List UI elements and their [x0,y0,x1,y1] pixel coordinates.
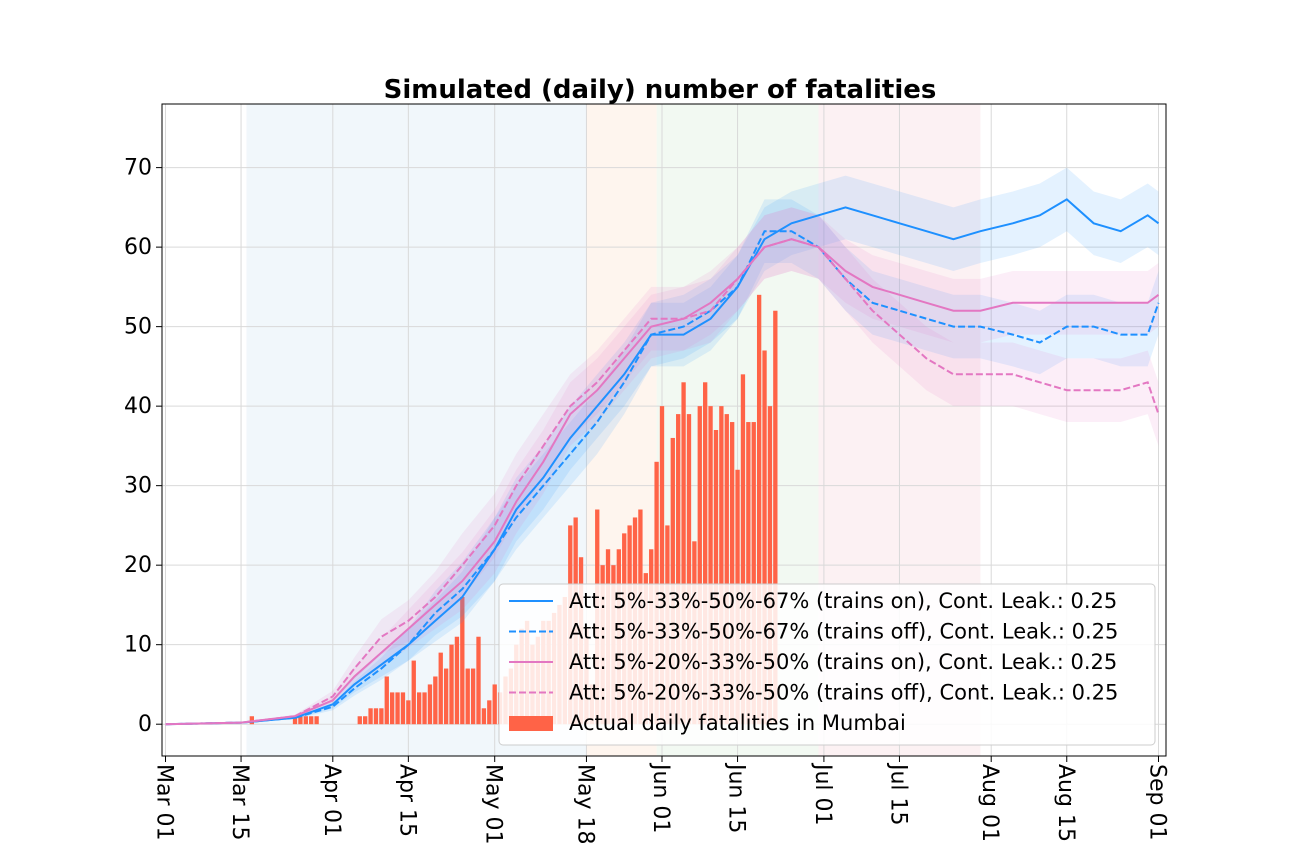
bar [449,644,454,725]
bar [724,414,729,725]
y-tick-label: 0 [138,712,152,737]
bar [422,692,427,725]
legend-label: Actual daily fatalities in Mumbai [569,711,906,735]
y-tick-label: 60 [124,235,152,260]
bar [746,422,751,725]
x-tick-label: May 18 [572,764,597,844]
bar [767,406,773,725]
bar [756,294,762,725]
y-tick-label: 30 [124,474,152,499]
x-tick-label: Apr 15 [394,764,419,837]
x-tick-label: Apr 01 [319,764,344,837]
bar [368,708,373,725]
y-tick-label: 40 [124,394,152,419]
bar [357,716,362,725]
bar [670,437,675,725]
x-tick-label: Jun 15 [724,762,749,833]
bar [395,692,400,725]
bar [373,708,379,725]
bar [384,676,389,725]
plot-frame [161,103,1167,757]
series-line [165,238,1160,726]
bar [416,692,422,725]
legend: Att: 5%-33%-50%-67% (trains on), Cont. L… [498,583,1156,746]
y-tick-label: 20 [124,553,152,578]
y-tick-label: 50 [124,315,152,340]
bar [681,382,686,725]
bar [309,716,314,725]
bar [249,716,255,725]
x-tick-label: May 01 [481,764,506,844]
simulation-lines [165,198,1160,726]
bar [427,684,433,725]
series-line [165,238,1160,726]
x-tick-label: Jun 01 [648,762,673,833]
y-axis-ticks: 0 10 20 30 40 50 60 70 [124,156,162,737]
bar [762,350,767,725]
x-tick-label: Jul 01 [810,762,835,826]
bar [719,406,724,725]
series-line [165,230,1160,726]
bar [433,676,438,725]
x-tick-label: Sep 01 [1145,764,1170,840]
bar [740,374,746,725]
y-tick-label: 10 [124,633,152,658]
bar [751,422,756,725]
bar [708,406,713,725]
bar [454,636,460,725]
bar [713,430,719,725]
bar [460,596,465,725]
bar [465,668,470,725]
bar [438,652,443,725]
bar [492,684,497,725]
series-band [165,199,1159,725]
x-tick-label: Aug 15 [1053,764,1078,842]
legend-label: Att: 5%-33%-50%-67% (trains on), Cont. L… [569,589,1117,613]
confidence-bands [165,167,1159,725]
bar [363,716,368,725]
bar [686,414,692,725]
legend-label: Att: 5%-20%-33%-50% (trains on), Cont. L… [569,650,1117,674]
legend-swatch [509,716,553,731]
bar [729,422,735,725]
series-band [165,207,1159,725]
bar [292,716,298,725]
x-tick-label: Mar 01 [152,764,177,841]
bar [773,310,778,725]
bar [314,716,319,725]
series-band [165,167,1159,725]
legend-label: Att: 5%-33%-50%-67% (trains off), Cont. … [569,620,1118,644]
bar [481,708,487,725]
legend-label: Att: 5%-20%-33%-50% (trains off), Cont. … [569,681,1118,705]
x-tick-label: Mar 15 [227,764,252,841]
y-tick-label: 70 [124,156,152,181]
legend-box [498,583,1156,746]
bar [487,700,492,725]
x-axis-ticks: Mar 01 Mar 15 Apr 01 Apr 15 May 01 May 18 Jun … [152,756,1170,844]
bar [697,406,702,725]
bar [443,668,449,725]
bar [379,708,384,725]
chart-title: Simulated (daily) number of fatalities [384,75,937,105]
bar [400,692,406,725]
bar [406,700,411,725]
x-tick-label: Jul 15 [886,762,911,826]
bar [390,692,395,725]
bar [659,406,665,725]
bar [470,668,476,725]
bar [703,382,708,725]
bar [303,716,308,725]
bar [676,414,681,725]
bar [476,636,481,725]
bar [298,716,303,725]
bar [411,660,416,725]
series-band [165,207,1159,725]
x-tick-label: Aug 01 [977,764,1002,842]
